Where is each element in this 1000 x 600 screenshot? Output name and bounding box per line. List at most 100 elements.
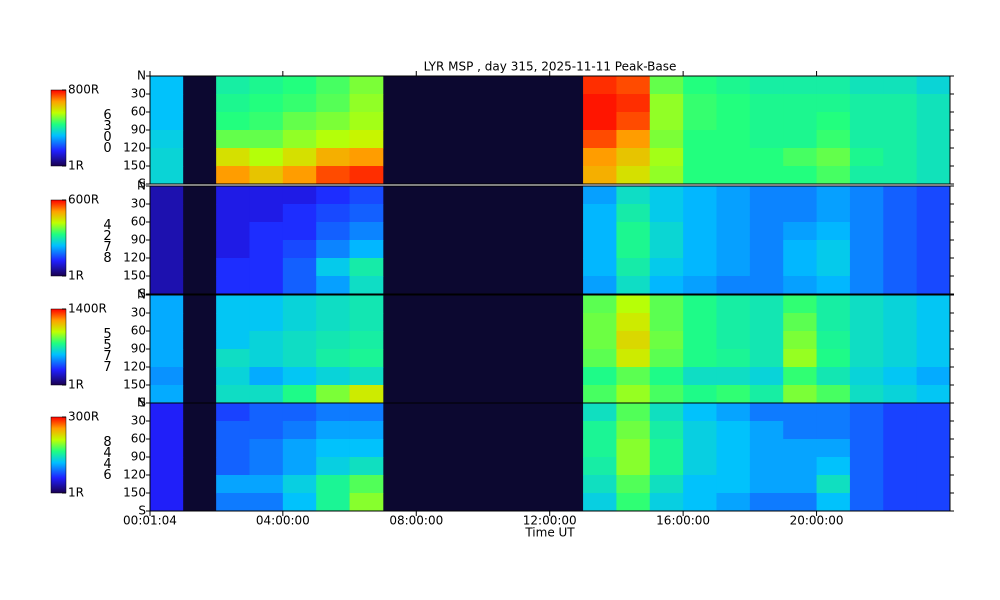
heat-cell (282, 166, 317, 185)
heat-cell (150, 421, 184, 440)
heat-cell (583, 94, 617, 113)
heat-cell (749, 258, 784, 277)
heat-cell (883, 493, 918, 512)
heat-cell (716, 457, 751, 476)
heat-cell (783, 204, 817, 223)
colorbar (50, 199, 67, 277)
heat-cell (649, 204, 684, 223)
heat-cell (683, 349, 717, 368)
heat-cell (883, 276, 918, 295)
heat-cell (216, 204, 250, 223)
heat-cell (749, 94, 784, 113)
heat-cell (783, 166, 817, 185)
heat-cell (249, 204, 284, 223)
heat-cell (316, 421, 350, 440)
heat-cell (316, 148, 350, 167)
heat-cell (216, 493, 250, 512)
heat-cell (683, 367, 717, 386)
heat-cell (150, 204, 184, 223)
heat-cell (616, 493, 651, 512)
heat-cell (216, 457, 250, 476)
heat-cell (316, 367, 350, 386)
heat-cell (216, 349, 250, 368)
heat-cell (683, 276, 717, 295)
y-tick-label: 150 (123, 486, 146, 500)
heat-cell (282, 186, 317, 205)
heat-cell (783, 313, 817, 332)
heat-cell (816, 457, 851, 476)
y-tick-label: 60 (131, 105, 146, 119)
heat-cell (849, 258, 884, 277)
heat-cell (783, 421, 817, 440)
heat-cell (816, 385, 851, 404)
heat-cell (783, 475, 817, 494)
heat-cell (783, 112, 817, 131)
heat-cell (849, 240, 884, 259)
heat-cell (616, 367, 651, 386)
heat-cell (583, 385, 617, 404)
heat-cell (649, 166, 684, 185)
heat-cell (849, 367, 884, 386)
heat-cell (883, 331, 918, 350)
y-tick-label: 150 (123, 269, 146, 283)
heat-cell (649, 240, 684, 259)
heat-cell (683, 258, 717, 277)
heat-cell (716, 166, 751, 185)
heat-cell (716, 403, 751, 422)
heat-cell (749, 276, 784, 295)
heat-cell (749, 222, 784, 241)
heat-cell (349, 130, 384, 149)
heat-cell (150, 457, 184, 476)
heat-cell (849, 76, 884, 95)
heat-cell (349, 276, 384, 295)
heat-cell (249, 385, 284, 404)
heat-cell (783, 240, 817, 259)
heat-cell (716, 130, 751, 149)
y-tick-label: S (138, 177, 146, 191)
y-tick-label: N (137, 396, 146, 410)
wavelength-label: 8446 (100, 435, 115, 479)
heat-cell (150, 385, 184, 404)
colorbar-label: 800R (68, 83, 99, 97)
heat-cell (916, 276, 951, 295)
heat-cell (349, 385, 384, 404)
heat-cell (249, 475, 284, 494)
heat-cell (616, 166, 651, 185)
heat-cell (849, 186, 884, 205)
heat-cell (649, 457, 684, 476)
heat-cell (616, 421, 651, 440)
heat-cell (716, 112, 751, 131)
heat-cell (649, 222, 684, 241)
heat-cell (783, 439, 817, 458)
heat-cell (883, 112, 918, 131)
heat-cell (583, 421, 617, 440)
heat-cell (749, 204, 784, 223)
heat-cell (916, 439, 951, 458)
heat-cell (883, 367, 918, 386)
chart-title: LYR MSP , day 315, 2025-11-11 Peak-Base (424, 60, 677, 74)
heat-cell (349, 313, 384, 332)
heat-cell (749, 295, 784, 314)
heat-cell (883, 222, 918, 241)
heat-cell (716, 76, 751, 95)
y-tick-label: S (138, 504, 146, 518)
x-tick-label: 00:01:04 (123, 514, 177, 528)
colorbar (50, 416, 67, 494)
heat-cell (649, 349, 684, 368)
heat-cell (349, 367, 384, 386)
heat-cell (716, 186, 751, 205)
heat-cell (349, 166, 384, 185)
heat-cell (583, 295, 617, 314)
heat-cell (216, 186, 250, 205)
heat-cell (716, 148, 751, 167)
heat-cell (749, 421, 784, 440)
y-tick-label: 120 (123, 360, 146, 374)
y-tick-label: S (138, 287, 146, 301)
heat-cell (349, 94, 384, 113)
heat-cell (683, 331, 717, 350)
heat-cell (616, 439, 651, 458)
heat-cell (616, 240, 651, 259)
heat-cell (316, 186, 350, 205)
heat-cell (849, 166, 884, 185)
y-tick-label: 150 (123, 378, 146, 392)
